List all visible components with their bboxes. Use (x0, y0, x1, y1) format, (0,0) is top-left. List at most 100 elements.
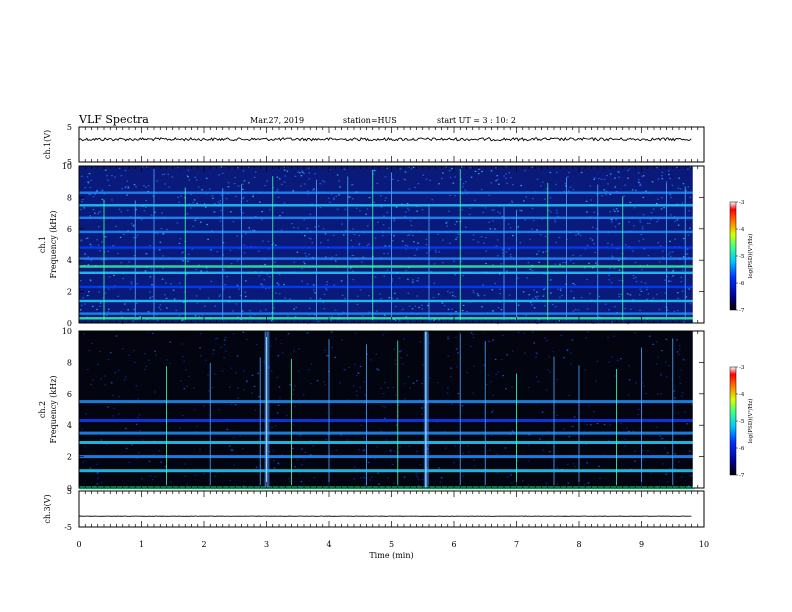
ch1-noise (586, 244, 589, 246)
ch2-noise (447, 387, 449, 389)
ch1-noise (449, 176, 452, 179)
ch1-noise (89, 194, 92, 196)
ch1-ytick-label: 6 (67, 225, 72, 234)
ch2-noise (677, 461, 680, 463)
ch2-noise (228, 445, 231, 447)
ch1-band (79, 285, 695, 289)
ch2-noise (408, 445, 410, 447)
ch1-noise (670, 214, 672, 216)
ch1-noise (84, 187, 87, 189)
ch1-noise (673, 310, 676, 312)
ch2-noise (545, 482, 548, 484)
ch1-noise (665, 306, 667, 308)
ch2-noise (660, 393, 662, 395)
ch2-noise (182, 414, 184, 417)
ch2-noise (218, 409, 221, 411)
ch1-noise (241, 188, 244, 190)
ch2-noise (389, 449, 392, 451)
ch2-noise (96, 483, 99, 485)
ch2-noise (416, 380, 418, 382)
ch2-noise (447, 335, 449, 337)
ch1-noise (196, 202, 198, 204)
ch1-noise (345, 230, 347, 232)
ch2-noise (627, 394, 630, 396)
ch1-noise (417, 183, 420, 185)
ch1-noise (286, 170, 289, 172)
ch1-noise (186, 175, 189, 177)
ch1-noise (308, 307, 311, 309)
xtick-label: 4 (326, 540, 331, 549)
ch1-noise (403, 178, 406, 180)
ch1-noise (568, 171, 570, 174)
ch1-noise (421, 209, 424, 211)
ch1-noise (567, 176, 569, 178)
ch1-noise (435, 251, 437, 253)
ch1-noise (277, 284, 280, 286)
ch1-noise (301, 280, 303, 282)
xtick-label: 9 (639, 540, 644, 549)
ch2-noise (95, 463, 98, 465)
ch1-noise (218, 174, 220, 176)
ch1-noise (413, 241, 415, 243)
ch1-noise (408, 188, 411, 190)
ch1-noise (580, 171, 583, 174)
ch1-noise (241, 310, 244, 312)
ch1-noise (544, 235, 547, 237)
ch1-noise (234, 176, 236, 179)
ch1-noise (611, 244, 613, 246)
ch1-noise (128, 261, 130, 263)
ch1-noise (141, 166, 144, 168)
ch2-noise (121, 348, 124, 350)
ch2-noise (207, 374, 209, 376)
ch1-noise (633, 225, 635, 227)
ch1-noise (388, 297, 391, 299)
ch1-noise (399, 168, 402, 170)
ch2-noise (688, 450, 691, 452)
ch1-noise (397, 321, 399, 323)
ch1-noise (433, 282, 436, 284)
ch1-noise (340, 280, 343, 282)
ch2-noise (362, 450, 364, 452)
ch2-noise (527, 484, 530, 486)
ch1-noise (474, 199, 476, 201)
ch1-noise (117, 295, 120, 297)
ch2-noise (286, 415, 288, 417)
ch1-noise (416, 249, 419, 251)
ch1-noise (499, 293, 502, 295)
ch1-noise (268, 276, 271, 278)
ch1-noise (441, 302, 444, 304)
ch1-noise (555, 209, 558, 211)
ch1-noise (147, 311, 150, 313)
ch1-noise (632, 250, 634, 252)
ch2-noise (133, 349, 135, 352)
ch1-noise (542, 295, 545, 297)
ch2-noise (281, 454, 283, 456)
ch1-noise (107, 250, 109, 252)
ch2-noise (690, 403, 693, 405)
ch1-band (79, 299, 695, 303)
ch1-ytick-label: 2 (67, 288, 72, 297)
ch1-noise (609, 211, 611, 213)
ch1-noise (618, 222, 621, 224)
ch2-noise (89, 467, 92, 469)
ch1-noise (281, 211, 284, 214)
ch2-band (79, 400, 695, 404)
ch1-noise (677, 310, 679, 312)
ch1-noise (220, 166, 223, 168)
ch1-noise (119, 236, 122, 238)
ch1-noise (666, 275, 669, 278)
ch2-noise (537, 381, 539, 383)
ch1-noise (524, 219, 526, 221)
ch1-noise (672, 275, 674, 277)
ch1-noise (470, 176, 473, 178)
ch2-noise (110, 382, 113, 384)
ch1-noise (572, 189, 575, 191)
ch1-noise (633, 277, 635, 279)
ch1-noise (182, 301, 185, 303)
ch1-noise (401, 240, 404, 242)
xtick-label: 8 (576, 540, 581, 549)
ch2-noise (223, 344, 226, 346)
ch1-noise (485, 250, 488, 252)
ch1-noise (294, 316, 297, 318)
ch1-noise (586, 308, 589, 310)
